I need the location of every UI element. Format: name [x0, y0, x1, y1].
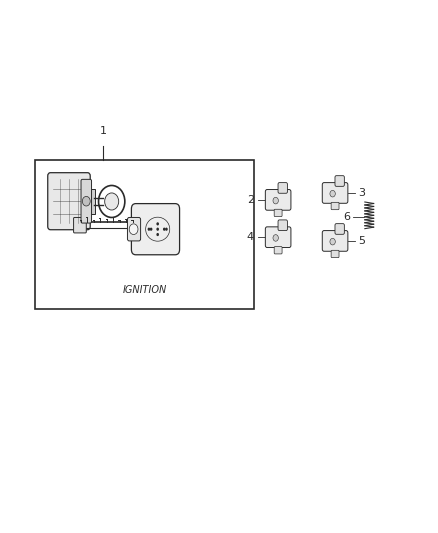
FancyBboxPatch shape	[90, 189, 95, 214]
FancyBboxPatch shape	[127, 217, 141, 241]
Circle shape	[273, 235, 279, 241]
Circle shape	[165, 228, 168, 231]
Circle shape	[163, 228, 166, 231]
FancyBboxPatch shape	[331, 251, 339, 257]
FancyBboxPatch shape	[274, 209, 282, 216]
Circle shape	[156, 228, 159, 231]
Text: IGNITION: IGNITION	[122, 286, 167, 295]
FancyBboxPatch shape	[81, 179, 92, 223]
FancyBboxPatch shape	[322, 231, 348, 251]
FancyBboxPatch shape	[131, 204, 180, 255]
Circle shape	[273, 197, 279, 204]
FancyBboxPatch shape	[331, 203, 339, 209]
Circle shape	[330, 238, 336, 245]
Circle shape	[105, 193, 119, 210]
FancyBboxPatch shape	[335, 224, 344, 235]
Text: 4: 4	[247, 232, 254, 242]
FancyBboxPatch shape	[322, 183, 348, 203]
Text: 3: 3	[358, 188, 365, 198]
Text: 1: 1	[99, 126, 106, 136]
Circle shape	[156, 222, 159, 225]
FancyBboxPatch shape	[278, 220, 287, 231]
Circle shape	[82, 197, 90, 206]
FancyBboxPatch shape	[274, 247, 282, 254]
Text: 5: 5	[358, 236, 365, 246]
Circle shape	[330, 190, 336, 197]
FancyBboxPatch shape	[48, 173, 90, 230]
Circle shape	[156, 233, 159, 236]
FancyBboxPatch shape	[278, 183, 287, 193]
FancyBboxPatch shape	[74, 217, 86, 233]
FancyBboxPatch shape	[35, 160, 254, 309]
FancyBboxPatch shape	[265, 227, 291, 247]
Circle shape	[150, 228, 152, 231]
Text: 6: 6	[343, 213, 350, 222]
FancyBboxPatch shape	[335, 176, 344, 187]
FancyBboxPatch shape	[265, 190, 291, 210]
Circle shape	[148, 228, 150, 231]
Text: 2: 2	[247, 195, 254, 205]
Circle shape	[129, 224, 138, 235]
